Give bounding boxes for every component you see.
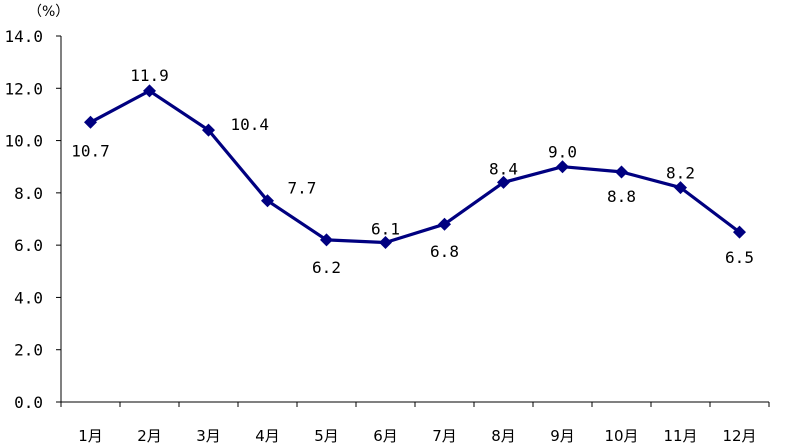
x-tick-label: 3月: [196, 427, 221, 443]
x-tick-label: 2月: [137, 427, 162, 443]
y-tick-label: 12.0: [4, 79, 43, 98]
x-tick-label: 1月: [78, 427, 103, 443]
x-tick-label: 6月: [373, 427, 398, 443]
series-line: [89, 89, 741, 245]
y-tick-label: 2.0: [14, 341, 43, 360]
data-point-marker: [615, 165, 628, 179]
data-label: 9.0: [548, 143, 577, 162]
data-label: 6.1: [371, 220, 400, 239]
data-label: 10.4: [231, 115, 270, 134]
data-point-marker: [320, 233, 333, 247]
data-label: 6.5: [725, 248, 754, 267]
data-label: 11.9: [130, 66, 169, 85]
axes: [60, 36, 769, 403]
x-tick-label: 9月: [550, 427, 575, 443]
y-tick-label: 8.0: [14, 184, 43, 203]
x-tick-label: 7月: [432, 427, 457, 443]
data-point-marker: [84, 115, 97, 129]
data-point-marker: [497, 175, 510, 189]
data-label: 8.4: [489, 159, 518, 178]
x-tick-label: 11月: [663, 427, 697, 443]
data-label: 6.8: [430, 242, 459, 261]
data-label: 7.7: [288, 179, 317, 198]
data-labels: 10.7 11.9 10.4 7.7 6.2 6.1 6.8 8.4 9.0 8.8 8.2 6.5: [71, 66, 754, 277]
data-point-marker: [261, 194, 274, 208]
series-markers: [84, 84, 746, 250]
y-tick-label: 10.0: [4, 132, 43, 151]
data-label: 8.2: [666, 164, 695, 183]
y-tick-label: 14.0: [4, 27, 43, 46]
data-point-marker: [556, 160, 569, 174]
x-tick-label: 8月: [491, 427, 516, 443]
data-label: 8.8: [607, 187, 636, 206]
data-point-marker: [438, 217, 451, 231]
x-tick-label: 5月: [314, 427, 339, 443]
x-tick-label: 4月: [255, 427, 280, 443]
y-axis-ticks: 0.0 2.0 4.0 6.0 8.0 10.0 12.0 14.0: [4, 27, 61, 412]
x-tick-label: 12月: [722, 427, 756, 443]
x-axis-ticks: 1月 2月 3月 4月 5月 6月 7月 8月 9月 10月 11月 12月: [60, 402, 770, 443]
data-point-marker: [143, 84, 156, 98]
data-label: 6.2: [312, 258, 341, 277]
data-point-marker: [379, 236, 392, 250]
y-tick-label: 6.0: [14, 236, 43, 255]
y-tick-label: 4.0: [14, 288, 43, 307]
data-point-marker: [733, 225, 746, 239]
data-label: 10.7: [71, 141, 110, 160]
data-point-marker: [674, 181, 687, 195]
y-tick-label: 0.0: [14, 393, 43, 412]
y-axis-unit-label: （%）: [28, 4, 69, 20]
data-point-marker: [202, 123, 215, 137]
x-tick-label: 10月: [604, 427, 638, 443]
